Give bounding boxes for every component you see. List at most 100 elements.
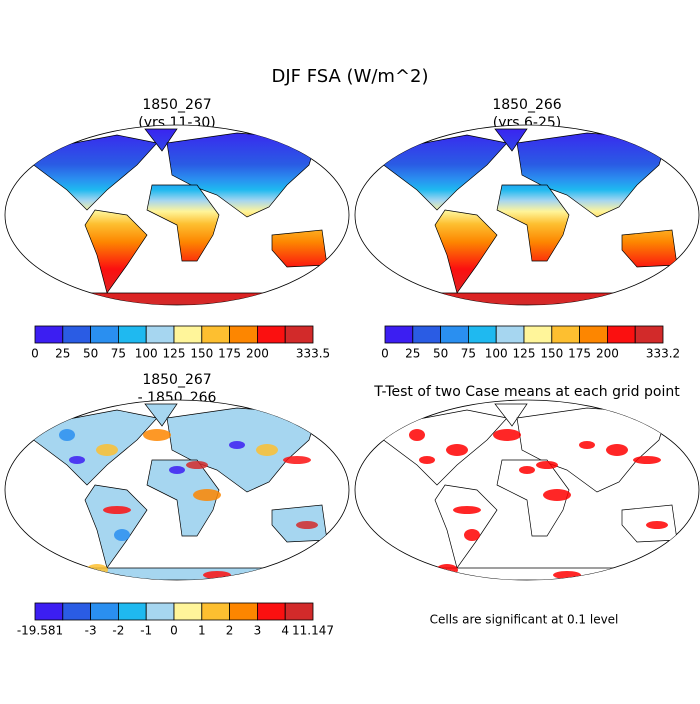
spot: [283, 456, 311, 464]
spot: [419, 456, 435, 464]
colorbar-label: 4: [281, 624, 289, 638]
colorbar-box: [467, 325, 497, 344]
continent: [434, 209, 498, 294]
colorbar-box: [201, 325, 231, 344]
spot: [256, 444, 278, 456]
colorbar-label: 25: [55, 347, 70, 361]
colorbar-box: [173, 325, 203, 344]
colorbar-box: [173, 602, 203, 621]
colorbar-label: 100: [135, 347, 158, 361]
spot: [646, 521, 668, 529]
spot: [69, 456, 85, 464]
colorbar-box: [62, 325, 91, 344]
panel-title: 1850_266: [492, 97, 561, 113]
continent: [26, 409, 158, 486]
continent: [376, 134, 508, 211]
spot: [409, 429, 425, 441]
colorbar-box: [579, 325, 608, 344]
spot: [633, 456, 661, 464]
colorbar-label: 175: [218, 347, 241, 361]
colorbar-label: 0: [31, 347, 39, 361]
spot: [579, 441, 595, 449]
continent: [376, 409, 508, 486]
colorbar-label: 125: [513, 347, 536, 361]
colorbar-box: [284, 325, 314, 344]
continent: [494, 128, 528, 152]
spot: [493, 429, 521, 441]
continent: [26, 134, 158, 211]
colorbar-label: 200: [246, 347, 269, 361]
colorbar-box: [145, 602, 175, 621]
continent: [496, 184, 570, 262]
continent: [144, 403, 178, 427]
panel-title: 1850_267: [142, 372, 211, 388]
colorbar-box: [440, 325, 469, 344]
colorbar-box: [229, 325, 258, 344]
spot: [103, 506, 131, 514]
colorbar-label: 150: [540, 347, 563, 361]
continent: [271, 229, 328, 268]
continent: [494, 403, 528, 427]
colorbar-label: 50: [433, 347, 448, 361]
colorbar-label: 11.147: [292, 624, 334, 638]
colorbar-label: -3: [85, 624, 97, 638]
colorbar-label: 25: [405, 347, 420, 361]
colorbar-label: 200: [596, 347, 619, 361]
colorbar-label: 3: [254, 624, 262, 638]
spot: [169, 466, 185, 474]
colorbar-box: [118, 602, 147, 621]
colorbar-label: 150: [190, 347, 213, 361]
spot: [193, 489, 221, 501]
colorbar-label: 75: [461, 347, 476, 361]
spot: [186, 461, 208, 469]
continent: [434, 484, 498, 569]
colorbar-box: [523, 325, 553, 344]
colorbar-label: -2: [112, 624, 124, 638]
map-land: [26, 128, 328, 305]
continent: [84, 209, 148, 294]
continent: [84, 484, 148, 569]
colorbar-box: [34, 602, 64, 621]
colorbar-box: [412, 325, 441, 344]
colorbar-box: [118, 325, 147, 344]
colorbar-box: [495, 325, 525, 344]
continent: [496, 459, 570, 537]
colorbar-label: 75: [111, 347, 126, 361]
colorbar-label: 125: [163, 347, 186, 361]
map-land: [26, 403, 328, 580]
colorbar-box: [34, 325, 64, 344]
continent: [146, 184, 220, 262]
map-panel: 1850_266(yrs 6-25)0 25 50 75 100 125 150 175 200…: [354, 97, 700, 361]
colorbar-box: [90, 602, 119, 621]
colorbar-label: -19.581: [17, 624, 63, 638]
map-panel: T-Test of two Case means at each grid po…: [354, 384, 700, 627]
colorbar-label: 175: [568, 347, 591, 361]
colorbar-box: [256, 325, 286, 344]
figure-title: DJF FSA (W/m^2): [271, 66, 428, 87]
colorbar-label: -1: [140, 624, 152, 638]
spot: [464, 529, 480, 541]
colorbar-box: [284, 602, 314, 621]
colorbar-box: [256, 602, 286, 621]
panel-title: 1850_267: [142, 97, 211, 113]
continent: [621, 229, 678, 268]
spot: [114, 529, 130, 541]
colorbar-label: 50: [83, 347, 98, 361]
colorbar-label: 333.5: [296, 347, 330, 361]
panel-title: T-Test of two Case means at each grid po…: [373, 384, 680, 400]
spot: [96, 444, 118, 456]
spot: [606, 444, 628, 456]
colorbar-box: [62, 602, 91, 621]
colorbar-box: [145, 325, 175, 344]
spot: [536, 461, 558, 469]
colorbar-box: [634, 325, 664, 344]
colorbar-label: 0: [381, 347, 389, 361]
map-panel: 1850_267- 1850_266-19.581 -3 -2 -1 0 1 2 3 4 11.1…: [4, 372, 350, 638]
colorbar-label: 0: [170, 624, 178, 638]
panel-note: Cells are significant at 0.1 level: [430, 613, 619, 627]
colorbar-box: [384, 325, 414, 344]
spot: [519, 466, 535, 474]
spot: [453, 506, 481, 514]
colorbar-box: [607, 325, 636, 344]
